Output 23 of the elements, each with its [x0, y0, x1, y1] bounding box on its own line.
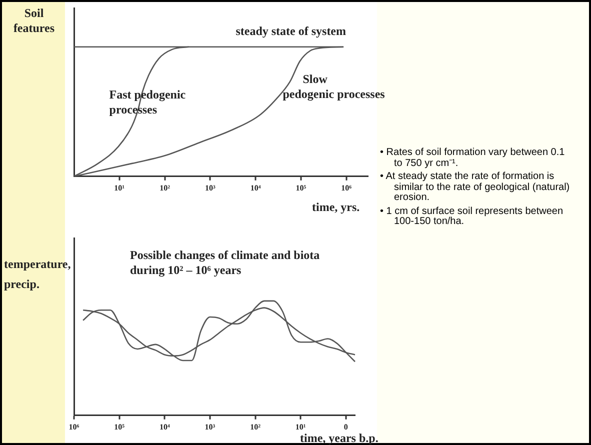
x-tick-label: 10¹: [295, 422, 306, 432]
text: • Rates of soil formation vary between 0.1 to 750 yr cm⁻¹.: [380, 147, 566, 169]
x-tick-label: 10²: [160, 183, 171, 192]
y-axis-title: temperature, precip.: [4, 256, 72, 293]
x-tick-label: 10³: [204, 422, 216, 432]
x-tick-label: 10⁴: [250, 183, 262, 192]
x-tick-label: 10⁶: [341, 183, 352, 192]
x-tick-label: 10⁴: [159, 422, 170, 432]
x-tick-label: 10²: [250, 422, 262, 432]
x-tick-label: 0: [344, 422, 348, 432]
x-tick-label: 10⁵: [114, 422, 126, 432]
x-axis-title: time, years b.p.: [300, 431, 378, 445]
x-tick-label: 10³: [204, 183, 216, 192]
text: • At steady state the rate of formation is similar to the rate of geological (natural) erosion.: [380, 171, 571, 204]
series-label: steady state of system: [236, 24, 346, 38]
x-tick-label: 10⁶: [68, 422, 80, 432]
x-axis-title: time, yrs.: [312, 200, 360, 215]
chart-title: Possible changes of climate and biota during 10² – 10⁶ years: [130, 248, 320, 278]
x-tick-label: 10¹: [114, 183, 126, 192]
series-label: Slow pedogenic processes: [282, 72, 386, 102]
text: • 1 cm of surface soil represents between 100-150 ton/ha.: [380, 206, 564, 228]
y-axis-title: Soil features: [12, 6, 56, 36]
x-tick-label: 10⁵: [296, 183, 307, 192]
